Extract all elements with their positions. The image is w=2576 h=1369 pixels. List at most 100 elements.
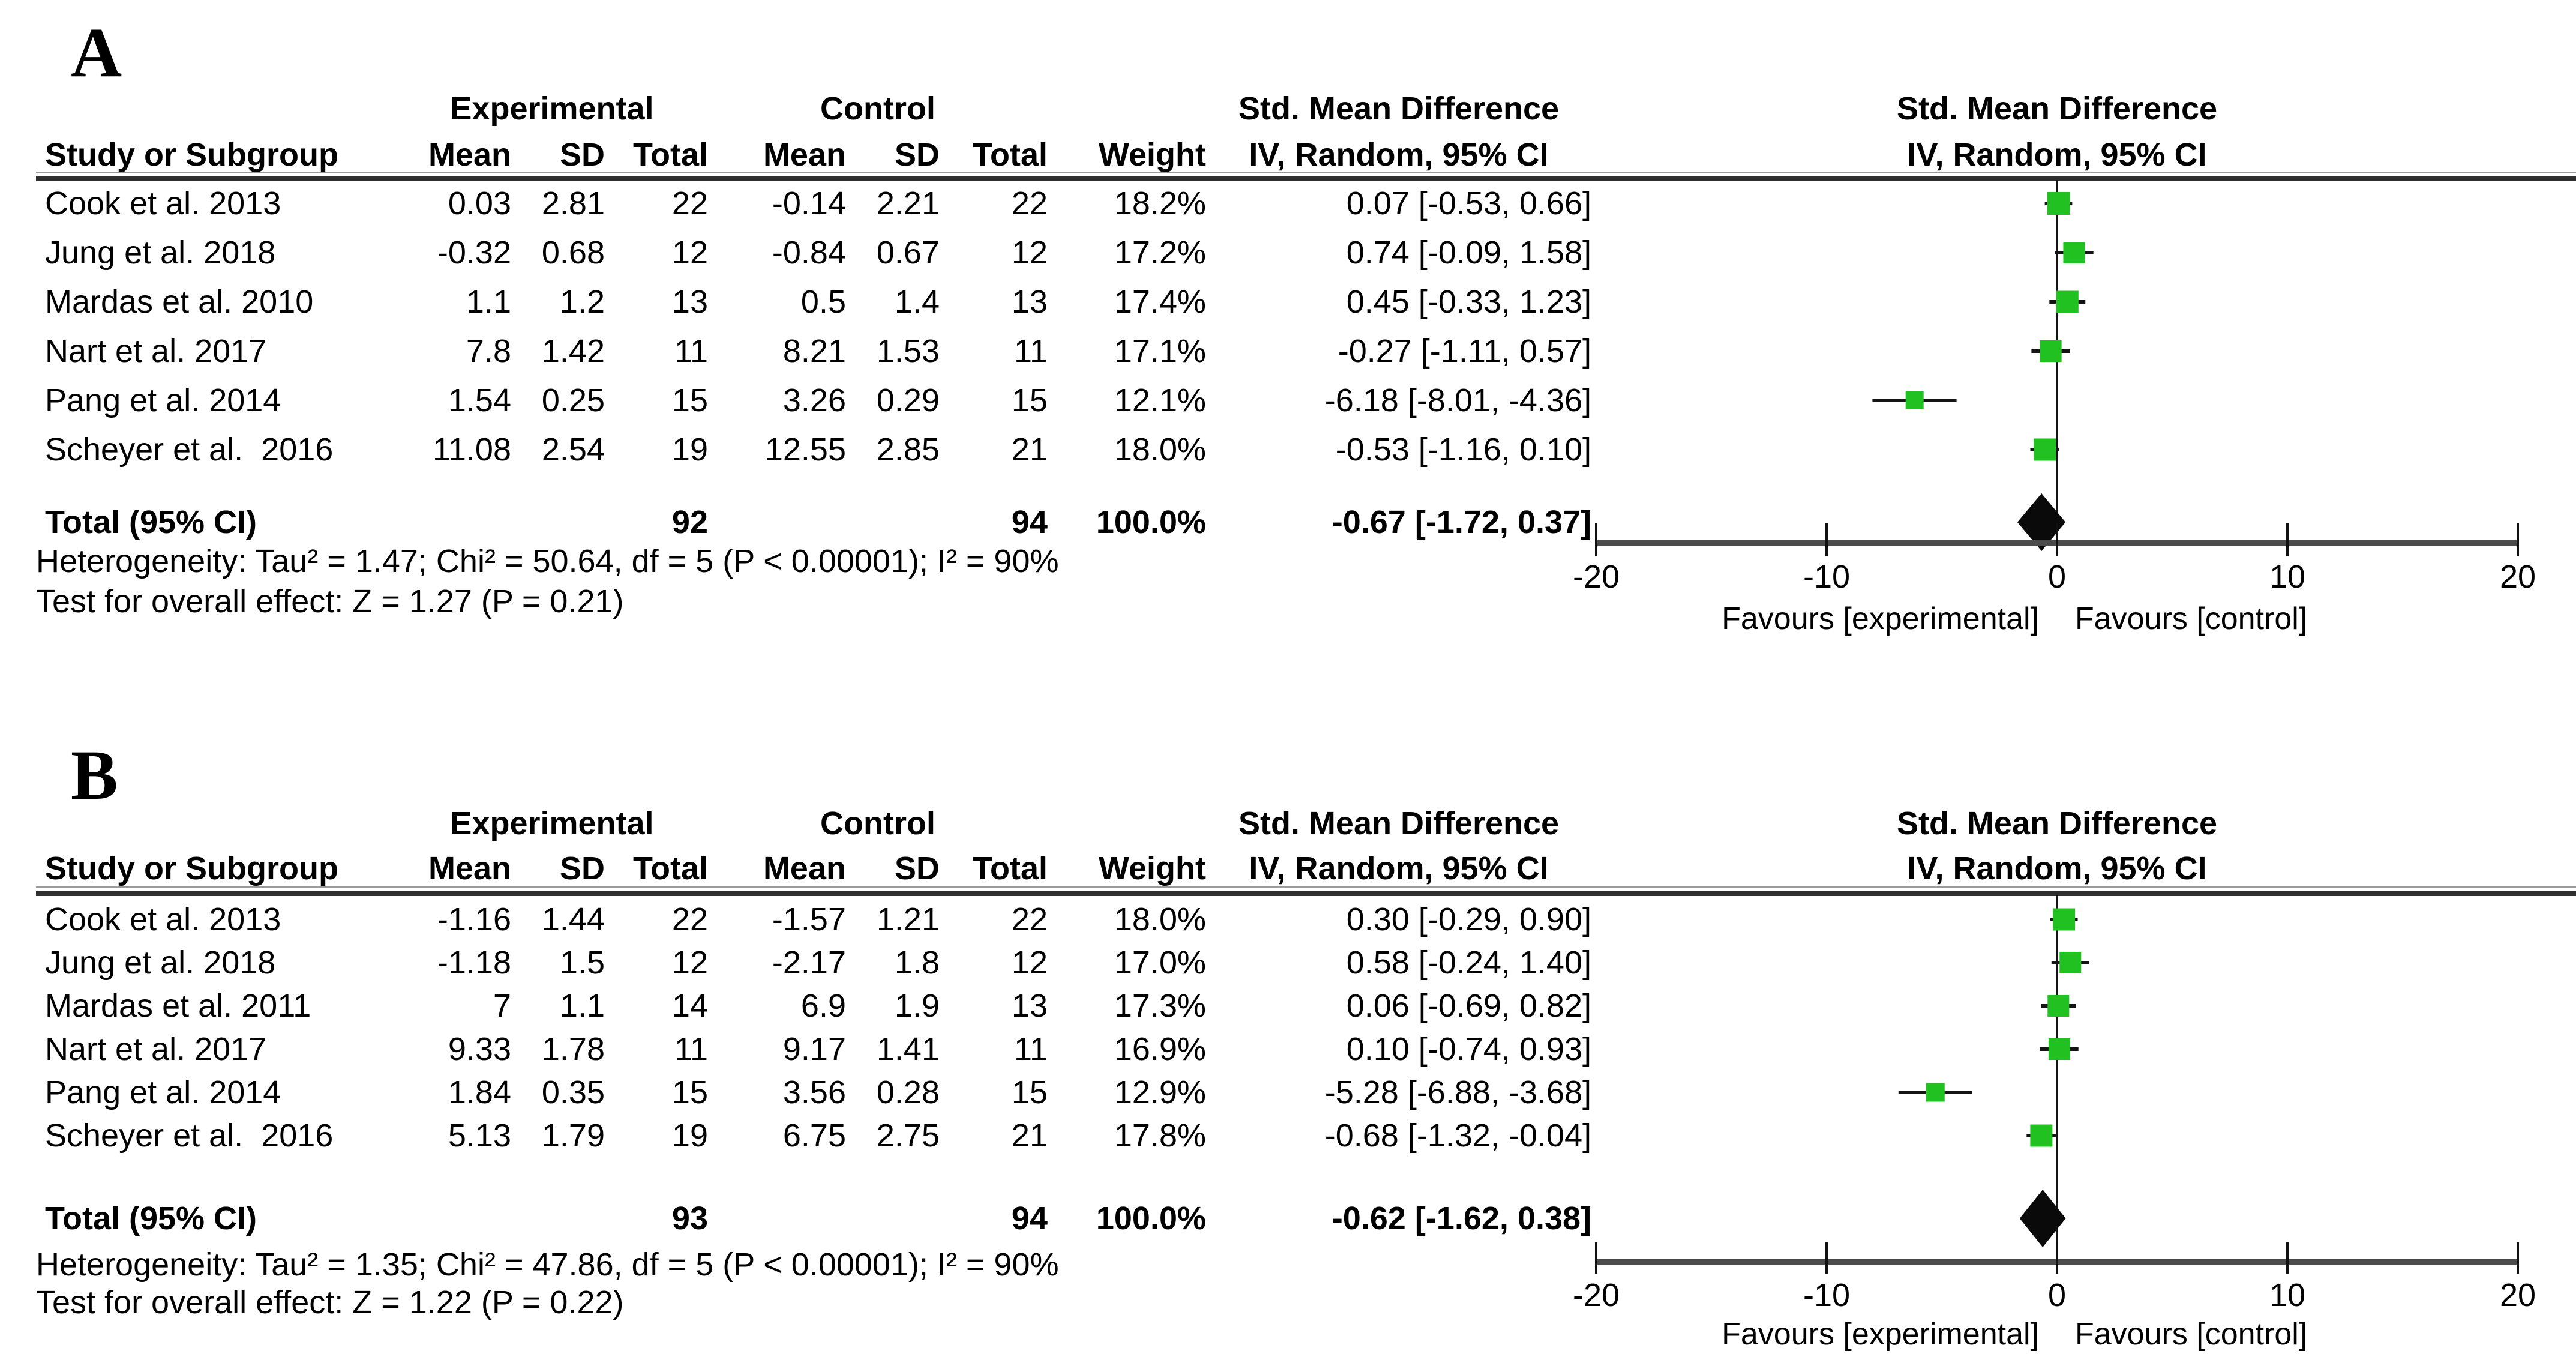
effect-square-b-3 xyxy=(2047,995,2070,1017)
col-header-ci-a: IV, Random, 95% CI xyxy=(1249,137,1549,173)
row-1-ctl_mean-a: -0.14 xyxy=(772,185,846,221)
total-exp-n-a: 92 xyxy=(671,504,708,540)
row-2-ci-b: 0.58 [-0.24, 1.40] xyxy=(1346,945,1591,981)
row-2-weight-a: 17.2% xyxy=(1114,235,1206,271)
axis-tick-b-10 xyxy=(2286,1242,2289,1274)
total-ci-a: -0.67 [-1.72, 0.37] xyxy=(1332,504,1591,540)
row-5-ctl_mean-a: 3.26 xyxy=(782,382,846,418)
row-5-ctl_total-a: 15 xyxy=(1011,382,1048,418)
plot-header-model-b: IV, Random, 95% CI xyxy=(1907,850,2207,886)
row-2-ctl_sd-a: 0.67 xyxy=(876,235,940,271)
row-2-exp_total-a: 12 xyxy=(671,235,708,271)
axis-tick-label-a--20: -20 xyxy=(1573,559,1620,595)
row-4-ci-a: -0.27 [-1.11, 0.57] xyxy=(1338,333,1591,369)
favours-left-label-a: Favours [experimental] xyxy=(1722,601,2039,636)
summary-diamond-a xyxy=(2017,493,2066,551)
col-header-ctl_mean-b: Mean xyxy=(763,850,846,886)
row-6-ctl_sd-b: 2.75 xyxy=(876,1118,940,1154)
row-6-exp_mean-b: 5.13 xyxy=(448,1118,511,1154)
row-2-weight-b: 17.0% xyxy=(1114,945,1206,981)
axis-tick-b--20 xyxy=(1595,1242,1597,1274)
group-header-experimental-a: Experimental xyxy=(450,91,654,127)
col-header-study-b: Study or Subgroup xyxy=(45,850,338,886)
axis-tick-a-0 xyxy=(2056,523,2058,556)
row-5-weight-a: 12.1% xyxy=(1114,382,1206,418)
row-4-exp_sd-b: 1.78 xyxy=(541,1031,605,1067)
row-1-ctl_sd-a: 2.21 xyxy=(876,185,940,221)
row-6-study-b: Scheyer et al. 2016 xyxy=(45,1118,334,1154)
row-3-exp_mean-b: 7 xyxy=(493,988,511,1024)
row-3-weight-b: 17.3% xyxy=(1114,988,1206,1024)
row-2-exp_sd-b: 1.5 xyxy=(559,945,605,981)
axis-tick-label-b-10: 10 xyxy=(2269,1277,2305,1313)
row-5-ci-b: -5.28 [-6.88, -3.68] xyxy=(1324,1074,1591,1110)
total-ctl-n-b: 94 xyxy=(1011,1200,1048,1236)
row-4-ci-b: 0.10 [-0.74, 0.93] xyxy=(1346,1031,1591,1067)
axis-tick-label-a-10: 10 xyxy=(2269,559,2305,595)
row-1-ctl_total-b: 22 xyxy=(1011,901,1048,937)
row-1-study-b: Cook et al. 2013 xyxy=(45,901,281,937)
row-4-study-b: Nart et al. 2017 xyxy=(45,1031,267,1067)
axis-tick-a-10 xyxy=(2286,523,2289,556)
row-6-exp_mean-a: 11.08 xyxy=(432,432,511,468)
overall-effect-text-a: Test for overall effect: Z = 1.27 (P = 0… xyxy=(36,583,624,619)
row-6-exp_total-a: 19 xyxy=(671,432,708,468)
col-header-exp_mean-a: Mean xyxy=(428,137,511,173)
row-6-ctl_total-a: 21 xyxy=(1011,432,1048,468)
row-3-ci-b: 0.06 [-0.69, 0.82] xyxy=(1346,988,1591,1024)
effect-square-b-5 xyxy=(1926,1083,1945,1102)
row-4-exp_total-a: 11 xyxy=(674,333,708,369)
row-1-study-a: Cook et al. 2013 xyxy=(45,185,281,221)
row-3-study-b: Mardas et al. 2011 xyxy=(45,988,311,1024)
group-header-smd-a: Std. Mean Difference xyxy=(1238,91,1560,127)
row-2-exp_total-b: 12 xyxy=(671,945,708,981)
row-6-weight-b: 17.8% xyxy=(1114,1118,1206,1154)
axis-tick-label-b--20: -20 xyxy=(1573,1277,1620,1313)
row-5-exp_sd-b: 0.35 xyxy=(541,1074,605,1110)
col-header-study-a: Study or Subgroup xyxy=(45,137,338,173)
row-6-exp_sd-a: 2.54 xyxy=(541,432,605,468)
row-4-exp_mean-b: 9.33 xyxy=(448,1031,511,1067)
row-1-weight-a: 18.2% xyxy=(1114,185,1206,221)
col-header-ctl_sd-a: SD xyxy=(894,137,940,173)
row-5-ctl_sd-b: 0.28 xyxy=(876,1074,940,1110)
row-5-exp_mean-a: 1.54 xyxy=(448,382,511,418)
zero-line-b xyxy=(2056,895,2058,1260)
row-1-weight-b: 18.0% xyxy=(1114,901,1206,937)
effect-square-a-5 xyxy=(1905,391,1924,409)
row-6-ctl_mean-b: 6.75 xyxy=(782,1118,846,1154)
favours-left-label-b: Favours [experimental] xyxy=(1722,1317,2039,1352)
row-4-ctl_mean-a: 8.21 xyxy=(782,333,846,369)
row-2-ctl_total-b: 12 xyxy=(1011,945,1048,981)
row-3-ctl_total-a: 13 xyxy=(1011,284,1048,320)
row-3-ctl_total-b: 13 xyxy=(1011,988,1048,1024)
heterogeneity-text-a: Heterogeneity: Tau² = 1.47; Chi² = 50.64… xyxy=(36,543,1059,579)
row-6-exp_sd-b: 1.79 xyxy=(541,1118,605,1154)
effect-square-b-1 xyxy=(2053,908,2076,931)
plot-header-smd-a: Std. Mean Difference xyxy=(1896,91,2218,127)
row-6-weight-a: 18.0% xyxy=(1114,432,1206,468)
header-rule-a xyxy=(36,172,2576,181)
total-label-b: Total (95% CI) xyxy=(45,1200,257,1236)
effect-square-a-1 xyxy=(2047,192,2070,215)
row-4-weight-b: 16.9% xyxy=(1114,1031,1206,1067)
col-header-exp_sd-a: SD xyxy=(559,137,605,173)
row-1-exp_total-a: 22 xyxy=(671,185,708,221)
col-header-ci-b: IV, Random, 95% CI xyxy=(1249,850,1549,886)
row-3-ctl_sd-b: 1.9 xyxy=(894,988,940,1024)
row-3-exp_sd-b: 1.1 xyxy=(559,988,605,1024)
total-exp-n-b: 93 xyxy=(671,1200,708,1236)
row-2-ctl_total-a: 12 xyxy=(1011,235,1048,271)
group-header-control-a: Control xyxy=(820,91,935,127)
row-1-ctl_total-a: 22 xyxy=(1011,185,1048,221)
col-header-ctl_total-b: Total xyxy=(973,850,1048,886)
effect-square-b-4 xyxy=(2048,1038,2070,1060)
row-4-exp_total-b: 11 xyxy=(674,1031,708,1067)
row-3-exp_total-a: 13 xyxy=(671,284,708,320)
row-6-ci-b: -0.68 [-1.32, -0.04] xyxy=(1324,1118,1591,1154)
row-5-study-a: Pang et al. 2014 xyxy=(45,382,281,418)
row-4-exp_sd-a: 1.42 xyxy=(541,333,605,369)
row-2-ctl_mean-a: -0.84 xyxy=(772,235,846,271)
row-3-study-a: Mardas et al. 2010 xyxy=(45,284,314,320)
